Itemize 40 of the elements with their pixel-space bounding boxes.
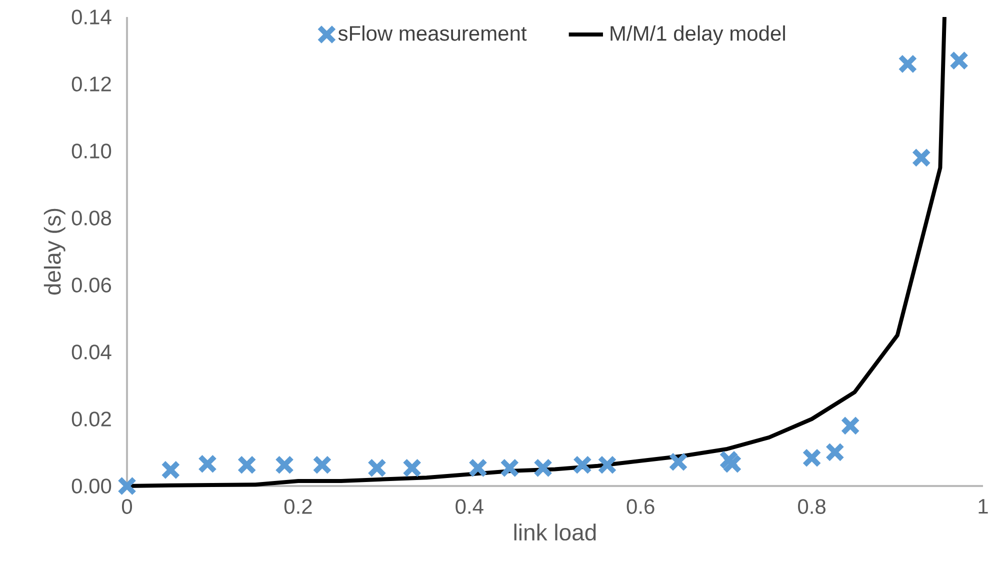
y-tick-label: 0.08 <box>72 210 112 226</box>
x-tick-label: 1 <box>978 499 988 514</box>
point <box>312 455 332 475</box>
point <box>722 454 742 474</box>
x-tick-label: 0.6 <box>626 499 654 514</box>
x-axis-title: link load <box>514 524 596 541</box>
y-tick-label: 0.04 <box>72 344 112 360</box>
point <box>402 458 422 478</box>
y-tick-label: 0.10 <box>72 144 112 158</box>
y-tick-label: 0.12 <box>72 76 111 92</box>
y-tick-label: 0.02 <box>72 412 111 426</box>
x-tick-label: 0.4 <box>456 499 484 514</box>
legend-label: M/M/1 delay model <box>610 25 785 45</box>
point <box>668 452 688 472</box>
point <box>840 416 860 436</box>
x-tick-label: 0 <box>122 499 132 514</box>
point <box>500 458 520 478</box>
y-axis-title: delay (s) <box>44 208 66 295</box>
point <box>802 448 822 468</box>
point <box>468 458 488 478</box>
y-tick-label: 0.14 <box>72 10 112 24</box>
point <box>533 458 553 478</box>
point <box>949 50 969 70</box>
x-tick-label: 0.2 <box>284 499 312 514</box>
point <box>572 455 592 475</box>
point <box>198 454 218 474</box>
point <box>237 455 257 475</box>
point <box>367 458 387 478</box>
point <box>825 442 845 462</box>
x-tick-label: 0.8 <box>798 499 826 514</box>
point <box>274 455 294 475</box>
point <box>598 455 617 475</box>
point <box>117 476 137 496</box>
y-tick-label: 0.06 <box>72 278 112 292</box>
point <box>160 460 180 480</box>
legend-label: sFlow measurement <box>338 25 527 41</box>
point <box>719 450 738 470</box>
y-tick-label: 0.00 <box>72 478 112 494</box>
point <box>912 148 932 168</box>
point <box>898 54 918 74</box>
